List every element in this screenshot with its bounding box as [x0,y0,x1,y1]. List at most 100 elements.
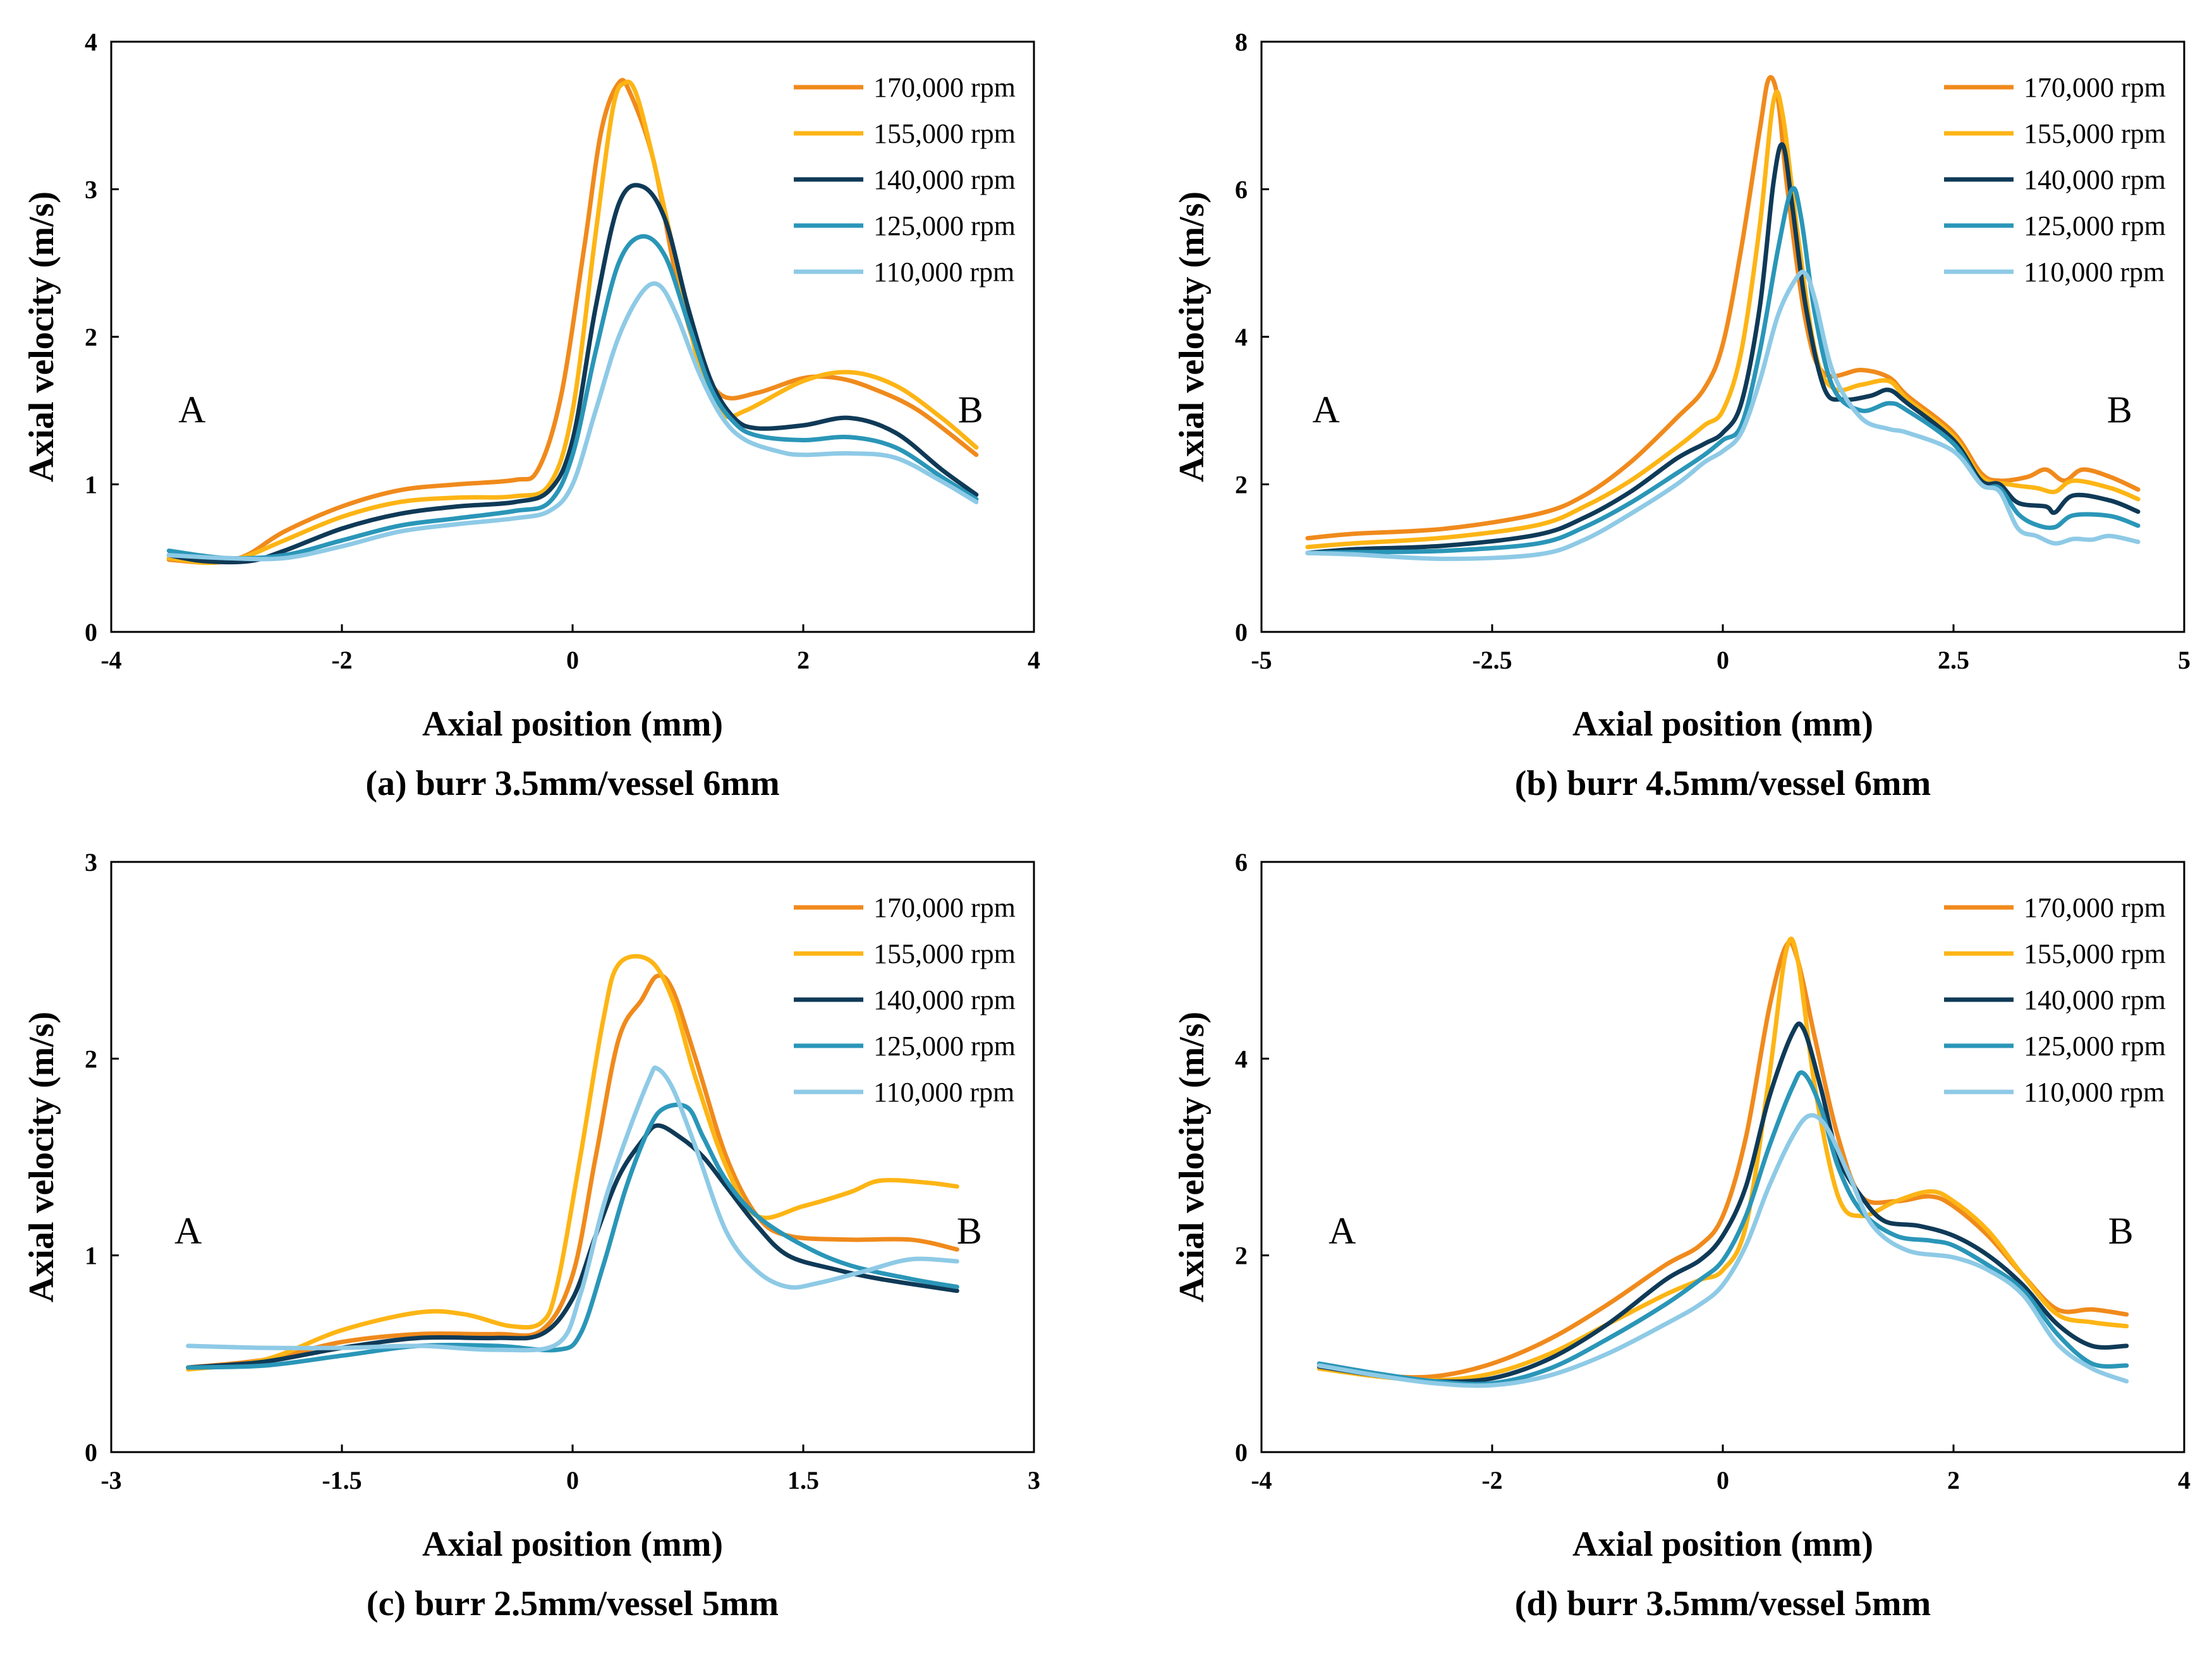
x-axis-label: Axial position (mm) [422,1525,723,1564]
point-label-b: B [958,389,983,430]
y-tick-label: 0 [1235,618,1248,646]
legend-label: 125,000 rpm [2024,1031,2166,1062]
x-tick-label: -1.5 [322,1466,362,1494]
legend-label: 140,000 rpm [2024,164,2166,195]
y-tick-label: 2 [1235,471,1248,499]
panel-caption: (c) burr 2.5mm/vessel 5mm [367,1584,779,1623]
series-line-140000-rpm [186,1123,959,1370]
point-label-a: A [1328,1210,1356,1252]
y-tick-label: 1 [85,1242,97,1270]
y-axis-label: Axial velocity (m/s) [1172,191,1212,482]
series-line-155000-rpm [166,79,979,566]
legend-label: 140,000 rpm [873,164,1016,195]
x-tick-label: -2.5 [1472,646,1512,674]
y-axis-label: Axial velocity (m/s) [1172,1012,1212,1302]
series-line-125000-rpm [166,234,979,561]
legend-label: 110,000 rpm [873,257,1014,288]
point-label-a: A [174,1210,202,1252]
x-axis-label: Axial position (mm) [422,705,723,744]
series-line-110000-rpm [166,281,979,562]
legend-label: 170,000 rpm [2024,72,2166,103]
y-tick-label: 2 [1235,1242,1248,1270]
series-line-140000-rpm [166,183,979,565]
series-line-110000-rpm [186,1065,959,1353]
series-line-155000-rpm [1316,936,2129,1383]
x-tick-label: 1.5 [787,1466,819,1494]
x-tick-label: 0 [566,646,579,674]
panel-b: -5 -2.5 0 2.5 5 0 2 4 6 8 170,000 rpm 155,000 rpm 14… [1172,28,2191,803]
y-tick-label: 4 [1235,323,1248,351]
series-line-170000-rpm [186,973,959,1370]
series-line-125000-rpm [1316,1070,2129,1386]
panel-c: -3 -1.5 0 1.5 3 0 1 2 3 170,000 rpm 155,000 rpm 140… [22,848,1040,1623]
x-tick-label: 4 [2178,1466,2191,1494]
legend-label: 110,000 rpm [2024,1077,2165,1108]
x-axis-label: Axial position (mm) [1572,705,1873,744]
y-tick-label: 2 [85,323,97,351]
y-tick-label: 3 [85,176,97,204]
y-tick-label: 0 [85,1438,97,1467]
legend-label: 125,000 rpm [2024,210,2166,241]
x-tick-label: -4 [100,646,121,674]
point-label-a: A [178,389,205,430]
x-tick-label: 2 [797,646,810,674]
panel-d: -4 -2 0 2 4 0 2 4 6 170,000 rpm 155,000 rpm 140,000… [1172,848,2191,1623]
point-label-a: A [1313,389,1340,430]
panel-caption: (a) burr 3.5mm/vessel 6mm [365,764,779,803]
series-line-125000-rpm [186,1102,959,1370]
y-tick-label: 0 [1235,1438,1248,1467]
series-line-140000-rpm [1316,1021,2129,1384]
series-line-155000-rpm [1305,89,2141,550]
point-label-b: B [2108,1210,2134,1252]
y-tick-label: 3 [85,848,97,876]
series-line-170000-rpm [1316,940,2129,1380]
x-tick-label: 0 [1717,646,1729,674]
legend-label: 155,000 rpm [2024,938,2166,969]
legend-label: 125,000 rpm [873,210,1016,241]
y-axis-label: Axial velocity (m/s) [22,191,61,482]
y-tick-label: 8 [1235,28,1248,56]
x-tick-label: 2.5 [1938,646,1969,674]
legend-label: 155,000 rpm [2024,118,2166,149]
y-tick-label: 6 [1235,848,1248,876]
series-line-170000-rpm [1305,75,2141,541]
legend-label: 110,000 rpm [873,1077,1014,1108]
x-tick-label: 3 [1028,1466,1040,1494]
y-tick-label: 6 [1235,176,1248,204]
legend-label: 170,000 rpm [873,72,1016,103]
series-line-110000-rpm [1316,1113,2129,1388]
legend-label: 155,000 rpm [873,118,1016,149]
x-tick-label: 5 [2178,646,2191,674]
legend-label: 170,000 rpm [873,892,1016,923]
y-tick-label: 2 [85,1045,97,1073]
y-tick-label: 4 [1235,1045,1248,1073]
legend-label: 170,000 rpm [2024,892,2166,923]
legend-label: 140,000 rpm [2024,984,2166,1015]
x-tick-label: 4 [1028,646,1040,674]
legend-label: 155,000 rpm [873,938,1016,969]
panel-caption: (d) burr 3.5mm/vessel 5mm [1515,1584,1931,1623]
y-axis-label: Axial velocity (m/s) [22,1012,61,1302]
x-tick-label: -5 [1251,646,1272,674]
x-tick-label: 0 [566,1466,579,1494]
y-tick-label: 0 [85,618,97,646]
x-tick-label: -2 [331,646,352,674]
series-line-140000-rpm [1305,142,2141,555]
series-line-125000-rpm [1305,186,2141,555]
y-tick-label: 4 [85,28,97,56]
series-line-110000-rpm [1305,269,2141,561]
x-tick-label: 0 [1717,1466,1729,1494]
series-line-155000-rpm [186,954,959,1372]
legend-label: 140,000 rpm [873,984,1016,1015]
legend-label: 125,000 rpm [873,1031,1016,1062]
panel-a: -4 -2 0 2 4 0 1 2 3 4 170,000 rpm 155,000 rpm 140,00… [22,28,1040,803]
x-tick-label: 2 [1947,1466,1960,1494]
legend-label: 110,000 rpm [2024,257,2165,288]
panel-caption: (b) burr 4.5mm/vessel 6mm [1515,764,1931,803]
x-tick-label: -4 [1251,1466,1272,1494]
series-line-170000-rpm [166,78,979,565]
x-axis-label: Axial position (mm) [1572,1525,1873,1564]
y-tick-label: 1 [85,471,97,499]
x-tick-label: -2 [1481,1466,1502,1494]
x-tick-label: -3 [100,1466,121,1494]
